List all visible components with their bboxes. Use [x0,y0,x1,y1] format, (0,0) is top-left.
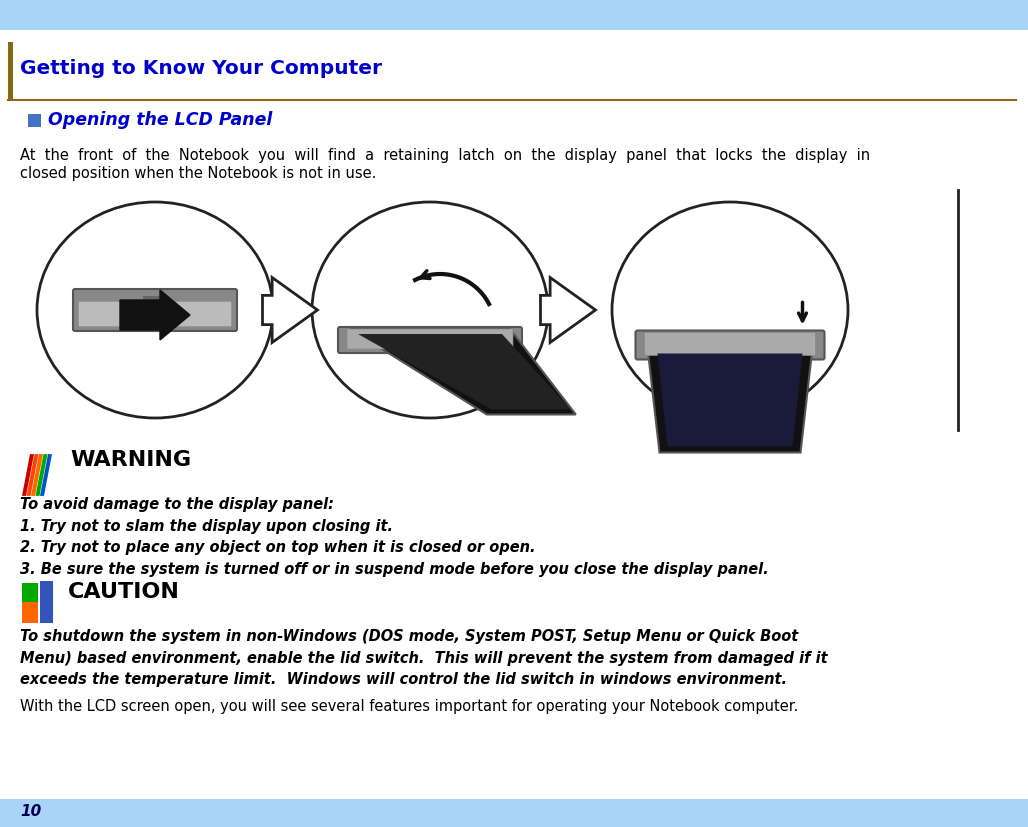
Text: With the LCD screen open, you will see several features important for operating : With the LCD screen open, you will see s… [20,699,799,714]
Text: Opening the LCD Panel: Opening the LCD Panel [48,111,272,129]
Polygon shape [31,454,43,496]
Polygon shape [40,454,52,496]
Bar [40,581,53,623]
FancyBboxPatch shape [338,327,522,353]
Ellipse shape [612,202,848,418]
Text: CAUTION: CAUTION [68,582,180,602]
Polygon shape [120,290,190,340]
Bar [0,799,1028,827]
Polygon shape [648,347,812,452]
Bar [8,42,13,100]
Polygon shape [262,278,318,342]
Text: To shutdown the system in non-Windows (DOS mode, System POST, Setup Menu or Quic: To shutdown the system in non-Windows (D… [20,629,828,687]
FancyBboxPatch shape [78,301,232,327]
Polygon shape [27,454,38,496]
Text: WARNING: WARNING [70,450,191,470]
Text: Getting to Know Your Computer: Getting to Know Your Computer [20,59,382,78]
Bar [22,583,38,606]
Polygon shape [22,454,34,496]
FancyBboxPatch shape [635,331,824,360]
Polygon shape [36,454,47,496]
Bar [0,0,1028,30]
Text: At  the  front  of  the  Notebook  you  will  find  a  retaining  latch  on  the: At the front of the Notebook you will fi… [20,148,870,163]
FancyBboxPatch shape [73,289,237,331]
FancyBboxPatch shape [347,329,513,349]
Ellipse shape [313,202,548,418]
Text: 10: 10 [20,804,41,819]
FancyBboxPatch shape [645,332,815,356]
Text: To avoid damage to the display panel:
1. Try not to slam the display upon closin: To avoid damage to the display panel: 1.… [20,497,769,576]
Bar [22,602,38,623]
Ellipse shape [37,202,273,418]
Polygon shape [358,334,571,409]
Polygon shape [658,353,803,447]
Polygon shape [541,278,595,342]
Bar [28,114,41,127]
Text: closed position when the Notebook is not in use.: closed position when the Notebook is not… [20,166,376,181]
Polygon shape [350,329,576,414]
Bar [143,296,167,304]
